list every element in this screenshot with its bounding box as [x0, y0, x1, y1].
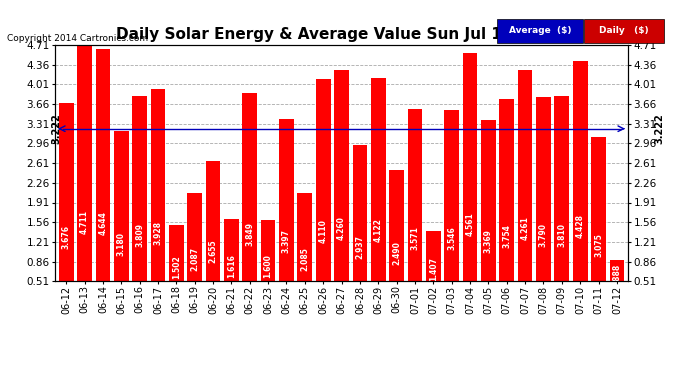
Text: 4.122: 4.122 — [374, 219, 383, 242]
Text: 3.809: 3.809 — [135, 223, 144, 247]
Bar — [591, 137, 606, 281]
Text: 2.937: 2.937 — [355, 235, 364, 259]
Text: 4.260: 4.260 — [337, 217, 346, 240]
Bar — [426, 231, 441, 281]
Bar — [609, 260, 624, 281]
Bar — [555, 96, 569, 281]
Text: 2.490: 2.490 — [392, 242, 401, 266]
Text: 3.849: 3.849 — [245, 222, 255, 246]
Bar — [334, 70, 349, 281]
Bar — [500, 99, 514, 281]
Bar — [77, 45, 92, 281]
Text: 4.110: 4.110 — [319, 219, 328, 243]
Bar — [169, 225, 184, 281]
Text: 3.546: 3.546 — [447, 226, 456, 251]
Bar — [261, 220, 275, 281]
Text: 1.616: 1.616 — [227, 254, 236, 278]
Text: Daily   ($): Daily ($) — [600, 26, 649, 36]
Bar — [242, 93, 257, 281]
Bar — [573, 61, 587, 281]
Text: 4.644: 4.644 — [99, 211, 108, 235]
Text: 1.407: 1.407 — [428, 256, 438, 280]
Text: 3.676: 3.676 — [61, 225, 70, 249]
Text: 2.087: 2.087 — [190, 247, 199, 271]
Bar — [316, 79, 331, 281]
Bar — [114, 131, 128, 281]
Text: 3.928: 3.928 — [153, 221, 162, 245]
Bar — [353, 145, 367, 281]
Bar — [297, 193, 312, 281]
Bar — [518, 70, 533, 281]
Text: 0.888: 0.888 — [613, 264, 622, 288]
Bar — [188, 192, 202, 281]
Text: 4.261: 4.261 — [521, 217, 530, 240]
Bar — [224, 219, 239, 281]
Bar — [59, 103, 74, 281]
Text: 3.222: 3.222 — [654, 113, 664, 144]
Bar — [536, 97, 551, 281]
Text: 3.754: 3.754 — [502, 224, 511, 248]
Text: Average  ($): Average ($) — [509, 26, 571, 36]
Text: 1.502: 1.502 — [172, 255, 181, 279]
Bar — [389, 170, 404, 281]
Text: 3.397: 3.397 — [282, 229, 291, 253]
Text: 2.655: 2.655 — [208, 239, 217, 263]
Text: 3.180: 3.180 — [117, 232, 126, 256]
Text: 1.600: 1.600 — [264, 254, 273, 278]
Text: 4.428: 4.428 — [575, 214, 584, 238]
Bar — [206, 160, 220, 281]
Text: 4.711: 4.711 — [80, 210, 89, 234]
Text: Copyright 2014 Cartronics.com: Copyright 2014 Cartronics.com — [7, 34, 148, 43]
Text: 3.810: 3.810 — [558, 223, 566, 247]
Text: 3.790: 3.790 — [539, 223, 548, 247]
Bar — [408, 109, 422, 281]
Bar — [444, 111, 459, 281]
Bar — [132, 96, 147, 281]
Text: 4.561: 4.561 — [466, 212, 475, 236]
Bar — [481, 120, 495, 281]
Title: Daily Solar Energy & Average Value Sun Jul 13 05:37: Daily Solar Energy & Average Value Sun J… — [117, 27, 566, 42]
Bar — [150, 89, 166, 281]
Text: 2.085: 2.085 — [300, 247, 309, 271]
Text: 3.075: 3.075 — [594, 233, 603, 257]
Bar — [279, 119, 294, 281]
Text: 3.571: 3.571 — [411, 226, 420, 250]
Bar — [371, 78, 386, 281]
Text: 3.369: 3.369 — [484, 229, 493, 253]
Bar — [463, 53, 477, 281]
Bar — [96, 49, 110, 281]
Text: 3.222: 3.222 — [51, 113, 61, 144]
